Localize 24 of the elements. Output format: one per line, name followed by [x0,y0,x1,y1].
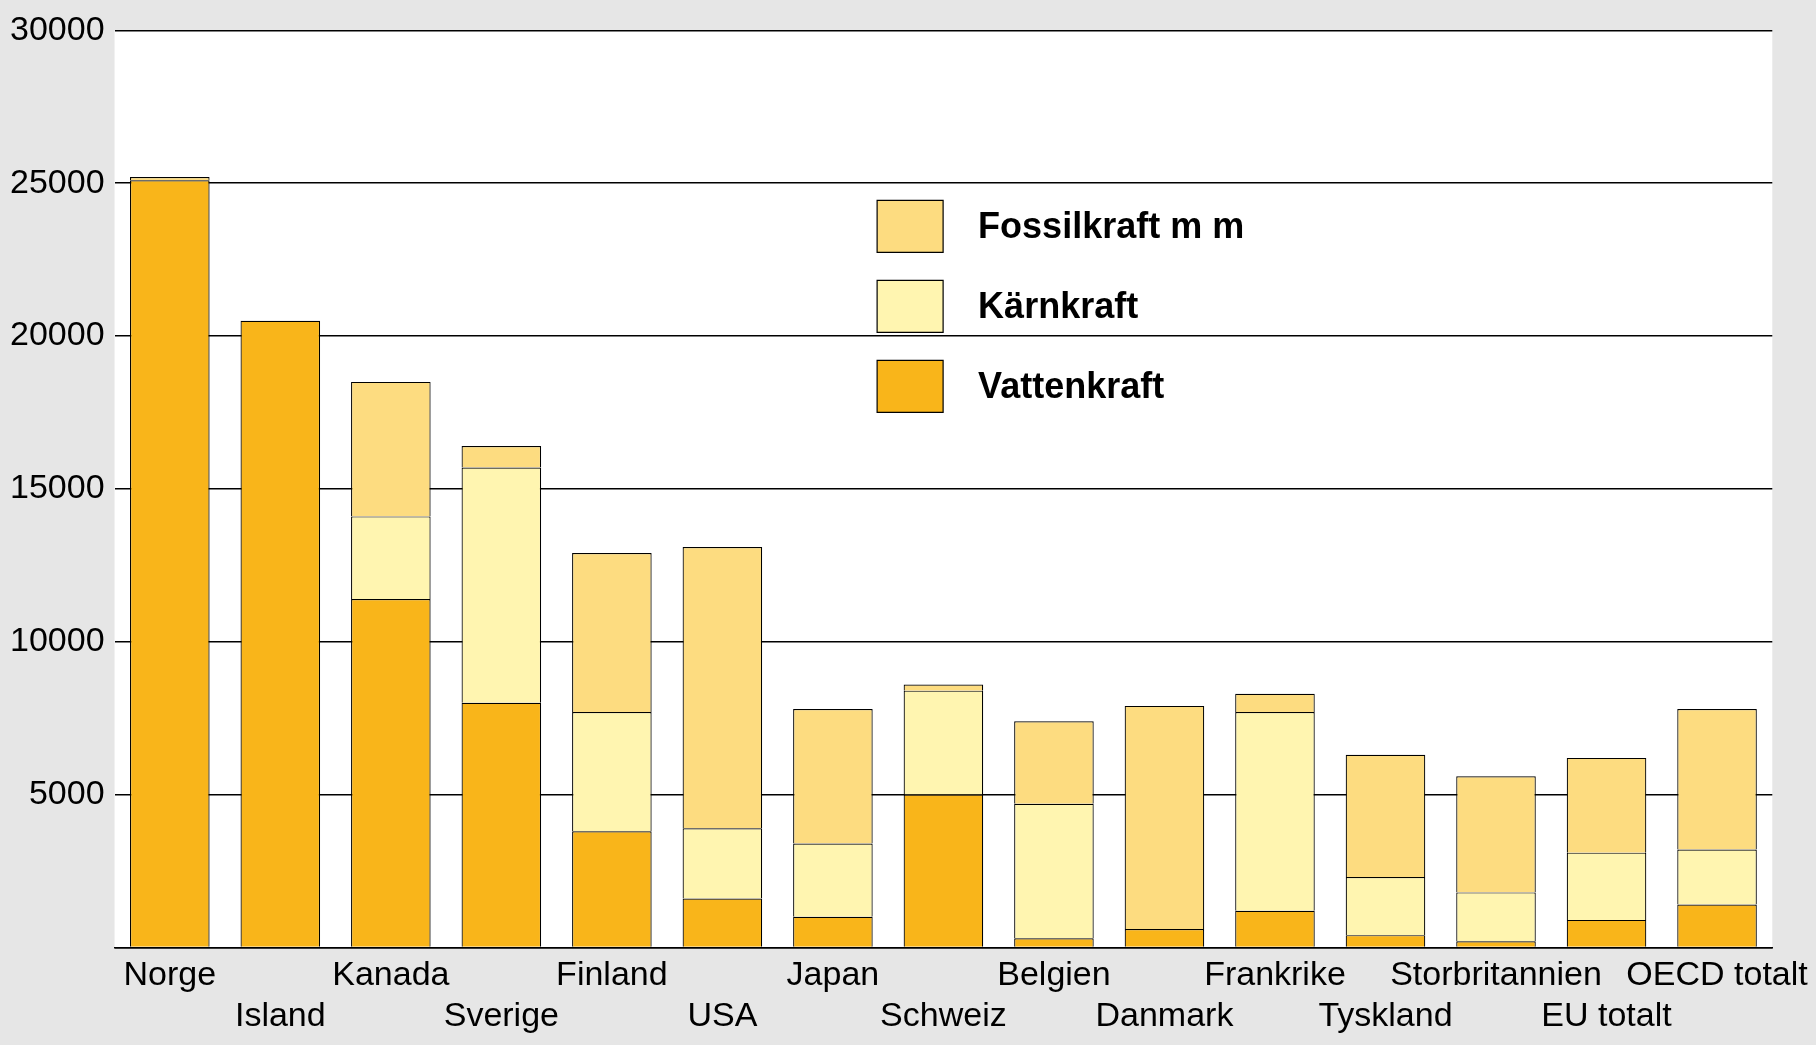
x-tick-label: Schweiz [880,994,1007,1033]
y-tick-label: 20000 [10,314,105,353]
x-tick-label: Danmark [1095,994,1235,1033]
y-tick-label: 15000 [10,467,105,506]
x-tick-label: Frankrike [1204,954,1346,993]
y-tick-label: 25000 [10,161,105,200]
x-tick-label: EU totalt [1541,994,1673,1033]
legend-label: Fossilkraft m m [978,205,1245,247]
legend-label: Kärnkraft [978,285,1139,327]
x-tick-label: Finland [556,954,668,993]
x-tick-label: Kanada [332,954,450,993]
x-tick-label: Japan [786,954,880,993]
x-tick-label: Island [234,994,326,1033]
legend-label: Vattenkraft [978,365,1165,407]
x-tick-label: USA [687,994,758,1033]
x-tick-label: OECD totalt [1626,954,1809,993]
x-tick-label: Tyskland [1318,994,1453,1033]
x-tick-label: Sverige [443,994,559,1033]
y-tick-label: 10000 [10,620,105,659]
y-tick-label: 30000 [10,8,105,47]
x-tick-label: Belgien [997,954,1111,993]
x-tick-label: Norge [123,954,217,993]
y-tick-label: 5000 [28,772,105,811]
x-tick-label: Storbritannien [1390,954,1602,993]
